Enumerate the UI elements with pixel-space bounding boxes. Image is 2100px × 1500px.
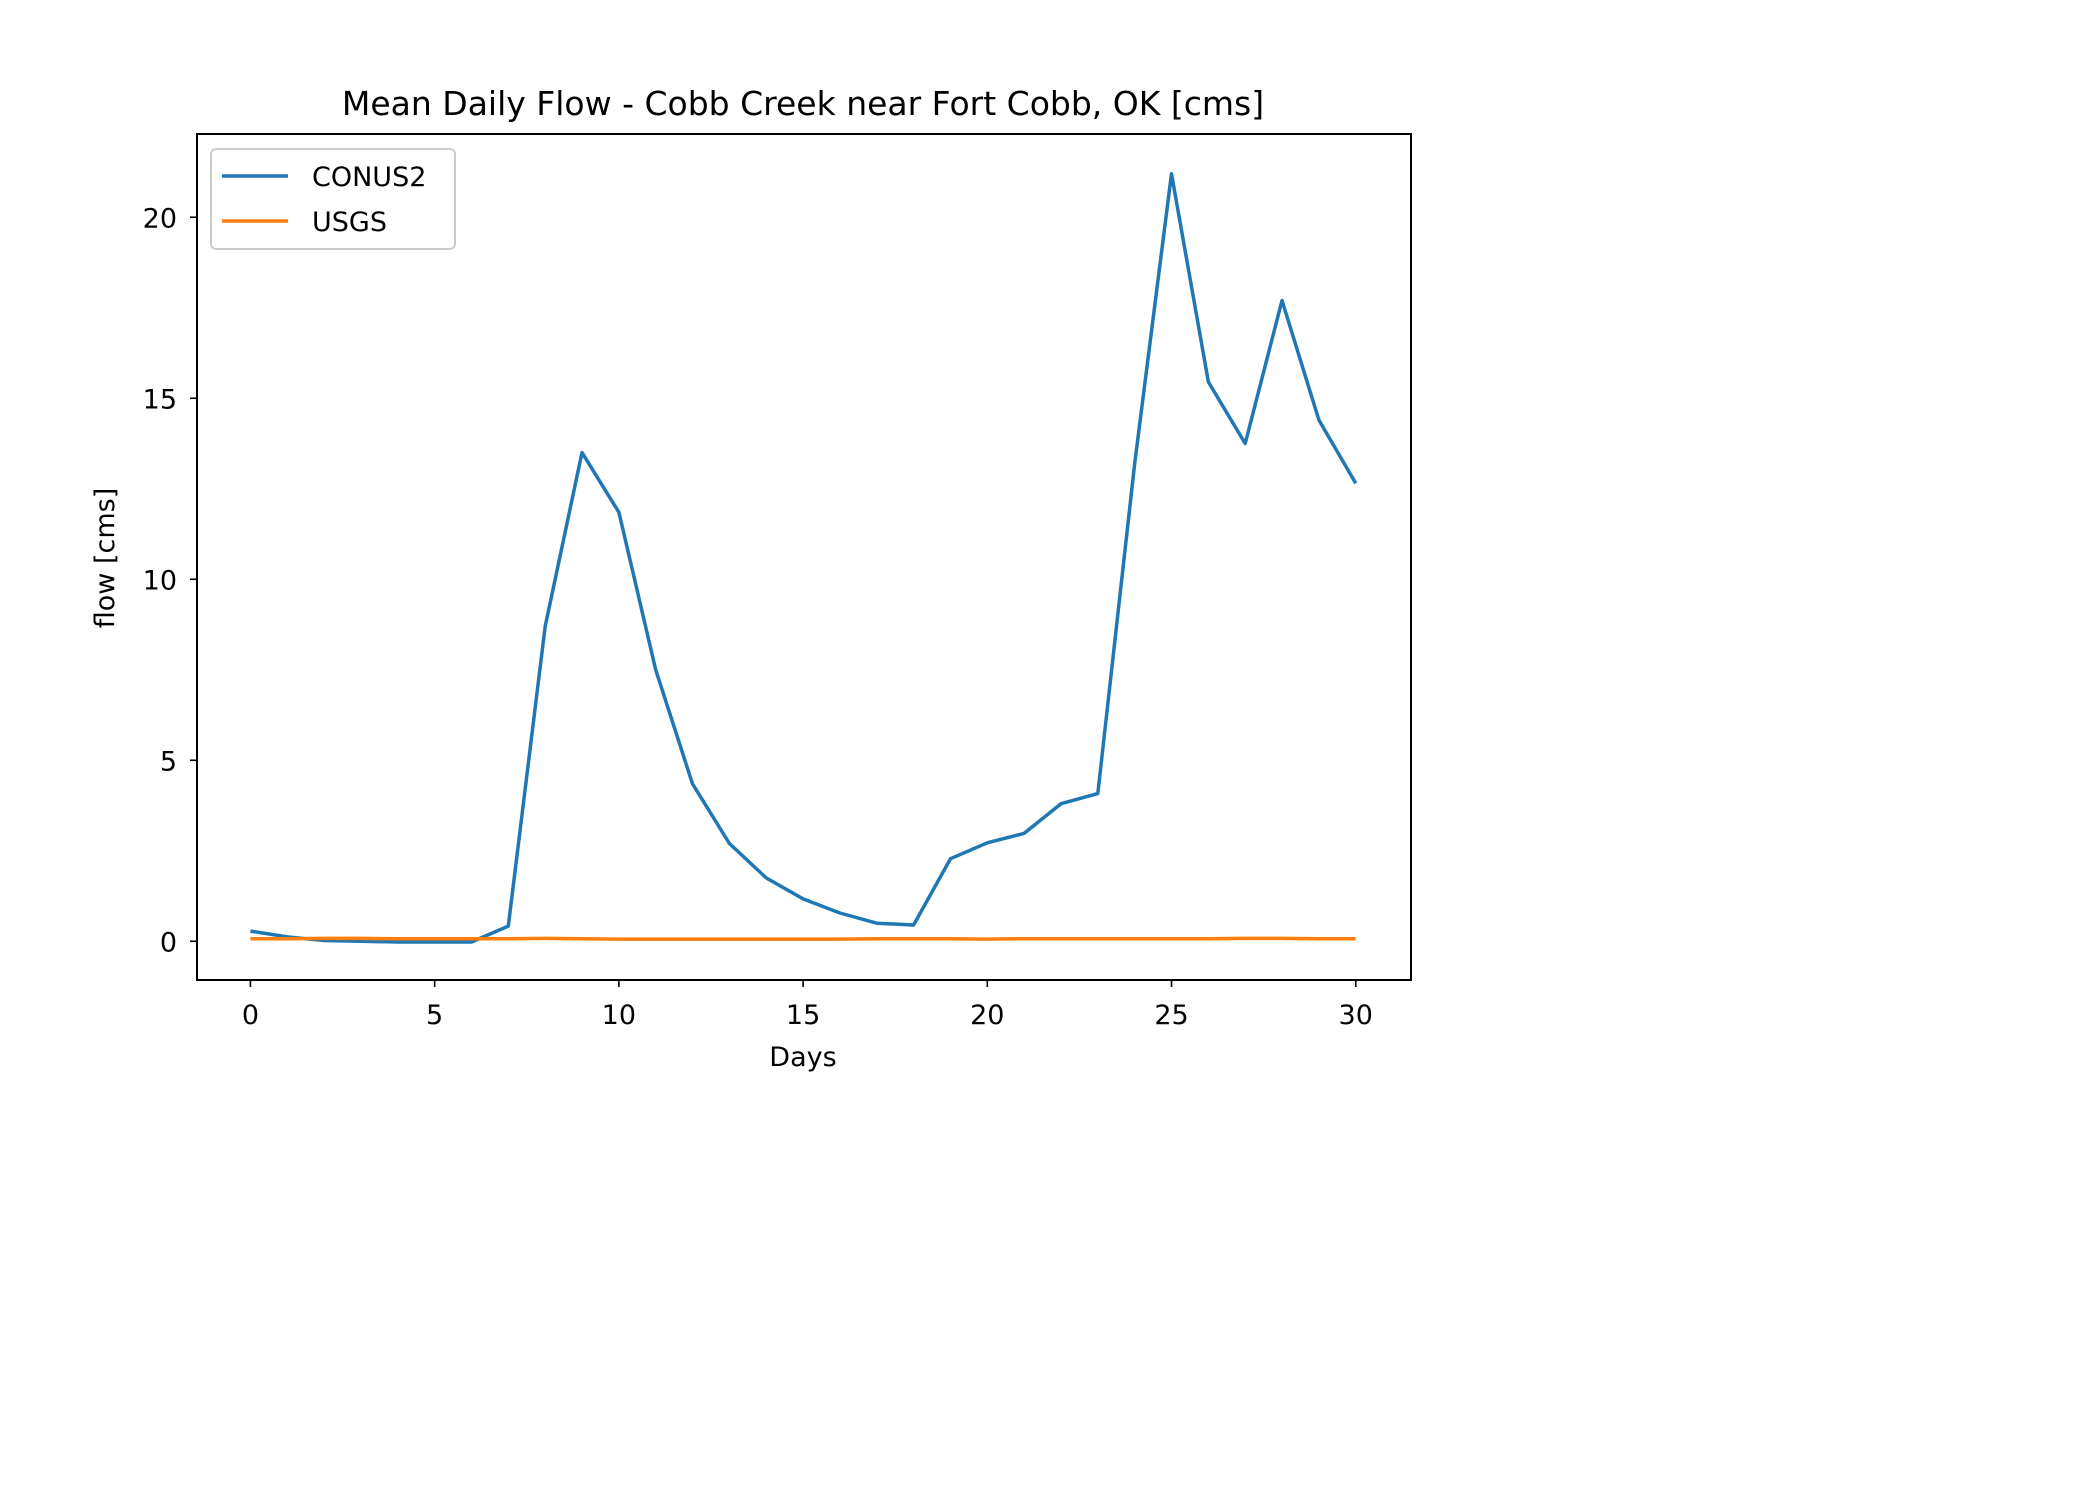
x-tick-label: 20 — [970, 1000, 1004, 1031]
x-axis-label: Days — [769, 1042, 836, 1073]
x-tick-label: 0 — [242, 1000, 259, 1031]
plot-frame — [196, 133, 1412, 981]
plot-area — [196, 133, 1412, 981]
legend-label: USGS — [312, 207, 387, 238]
y-tick-label: 15 — [143, 384, 177, 415]
legend-box — [210, 148, 456, 250]
x-tick-label: 25 — [1154, 1000, 1188, 1031]
legend-label: CONUS2 — [312, 162, 426, 193]
series-lines — [250, 172, 1358, 944]
x-tick-label: 5 — [426, 1000, 443, 1031]
y-tick-label: 10 — [143, 565, 177, 596]
y-axis-label: flow [cms] — [90, 488, 121, 628]
x-tick-label: 10 — [602, 1000, 636, 1031]
y-tick-label: 0 — [160, 927, 177, 958]
y-tick-label: 5 — [160, 746, 177, 777]
x-axis-ticks: 0 5 10 15 20 25 30 — [242, 980, 1373, 1031]
legend: CONUS2 USGS — [210, 148, 456, 250]
x-tick-label: 30 — [1339, 1000, 1373, 1031]
x-tick-label: 15 — [786, 1000, 820, 1031]
y-axis-ticks: 0 5 10 15 20 — [143, 203, 197, 958]
series-line-conus2 — [250, 172, 1358, 944]
line-chart: Mean Daily Flow - Cobb Creek near Fort C… — [90, 84, 1412, 1073]
series-line-usgs — [250, 936, 1356, 941]
y-tick-label: 20 — [143, 203, 177, 234]
chart-title: Mean Daily Flow - Cobb Creek near Fort C… — [342, 84, 1264, 123]
